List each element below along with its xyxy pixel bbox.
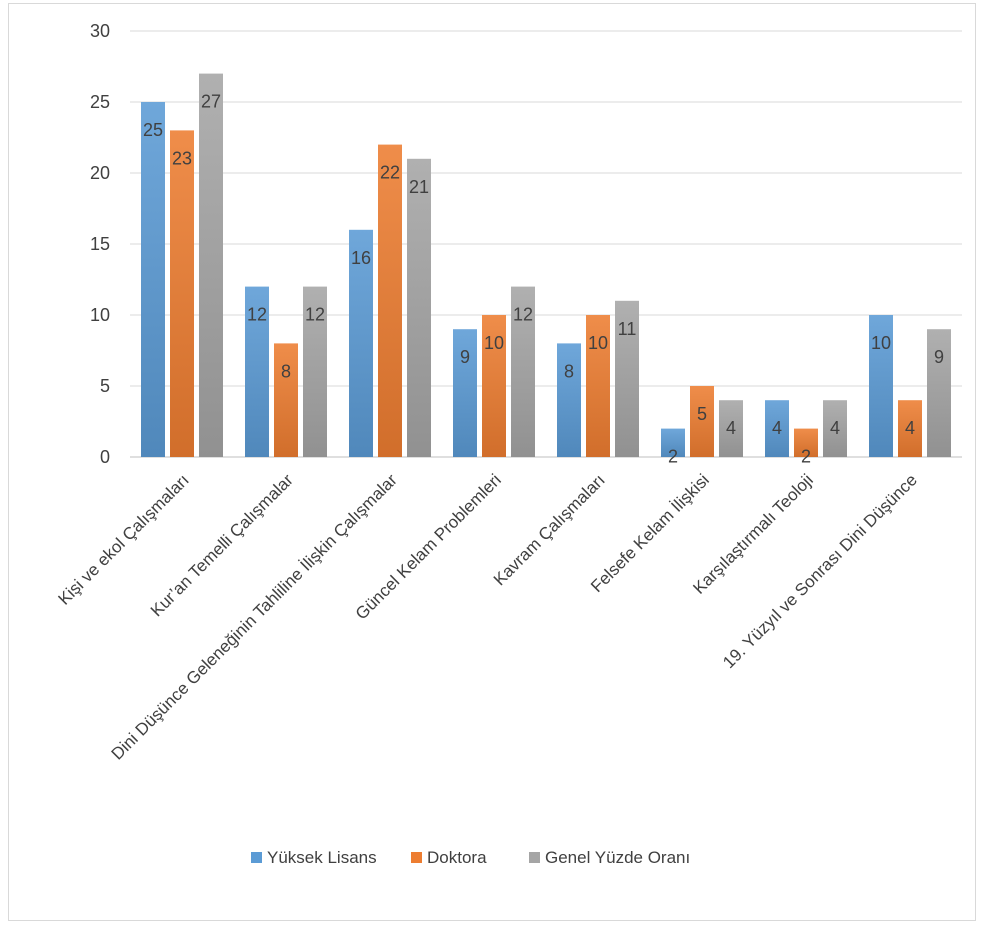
data-label: 10 — [484, 333, 504, 353]
data-label: 9 — [460, 347, 470, 367]
x-category-label: 19. Yüzyıl ve Sonrası Dini Düşünce — [719, 470, 921, 672]
bar-doktora-7 — [898, 400, 922, 457]
bar-yuksek-lisans-3 — [453, 329, 477, 457]
data-label: 2 — [801, 447, 811, 467]
data-label: 12 — [513, 305, 533, 325]
bar-yuksek-lisans-2 — [349, 229, 373, 457]
legend-label: Yüksek Lisans — [267, 848, 377, 867]
bar-yuksek-lisans-0 — [141, 102, 165, 457]
y-tick-label: 20 — [90, 163, 110, 183]
data-label: 8 — [564, 361, 574, 381]
data-label: 4 — [772, 418, 782, 438]
bar-doktora-5 — [690, 386, 714, 457]
data-label: 22 — [380, 163, 400, 183]
bar-doktora-0 — [170, 130, 194, 457]
x-category-label: Felsefe Kelam İlişkisi — [587, 470, 713, 596]
bar-genel-yuzde-2 — [407, 158, 431, 458]
y-tick-label: 5 — [100, 376, 110, 396]
y-tick-label: 30 — [90, 21, 110, 41]
data-label: 2 — [668, 447, 678, 467]
bar-genel-yuzde-7 — [927, 329, 951, 457]
data-label: 10 — [588, 333, 608, 353]
data-label: 11 — [618, 319, 637, 339]
bar-yuksek-lisans-4 — [557, 343, 581, 457]
data-label: 23 — [172, 148, 192, 168]
legend-swatch — [529, 852, 540, 863]
data-label: 12 — [247, 305, 267, 325]
bar-doktora-4 — [586, 315, 610, 457]
data-label: 5 — [697, 404, 707, 424]
data-label: 16 — [351, 248, 371, 268]
bar-doktora-3 — [482, 315, 506, 457]
y-axis-ticks: 0 5 10 15 20 25 30 — [90, 21, 110, 467]
data-label: 4 — [830, 418, 840, 438]
bar-genel-yuzde-5 — [719, 400, 743, 457]
data-label: 4 — [905, 418, 915, 438]
data-label: 25 — [143, 120, 163, 140]
bar-yuksek-lisans-6 — [765, 400, 789, 457]
y-tick-label: 10 — [90, 305, 110, 325]
bars — [141, 73, 951, 458]
legend: Yüksek Lisans Doktora Genel Yüzde Oranı — [251, 848, 690, 867]
bar-doktora-1 — [274, 343, 298, 457]
data-label: 8 — [281, 361, 291, 381]
chart-frame — [8, 3, 976, 921]
y-tick-label: 0 — [100, 447, 110, 467]
bar-yuksek-lisans-1 — [245, 286, 269, 457]
bar-genel-yuzde-6 — [823, 400, 847, 457]
bar-doktora-2 — [378, 144, 402, 457]
data-label: 9 — [934, 347, 944, 367]
data-label: 21 — [409, 177, 429, 197]
data-label: 27 — [201, 92, 221, 112]
data-label: 12 — [305, 305, 325, 325]
y-tick-label: 15 — [90, 234, 110, 254]
legend-label: Genel Yüzde Oranı — [545, 848, 690, 867]
y-tick-label: 25 — [90, 92, 110, 112]
legend-label: Doktora — [427, 848, 487, 867]
legend-swatch — [251, 852, 262, 863]
bar-genel-yuzde-3 — [511, 286, 535, 457]
x-category-label: Kavram Çalışmaları — [490, 470, 609, 589]
bar-yuksek-lisans-5 — [661, 428, 685, 457]
bar-genel-yuzde-1 — [303, 286, 327, 457]
bar-genel-yuzde-0 — [199, 73, 223, 457]
data-label: 10 — [871, 333, 891, 353]
data-label: 4 — [726, 418, 736, 438]
bar-yuksek-lisans-7 — [869, 315, 893, 457]
bar-doktora-6 — [794, 428, 818, 457]
bar-genel-yuzde-4 — [615, 300, 639, 457]
legend-swatch — [411, 852, 422, 863]
